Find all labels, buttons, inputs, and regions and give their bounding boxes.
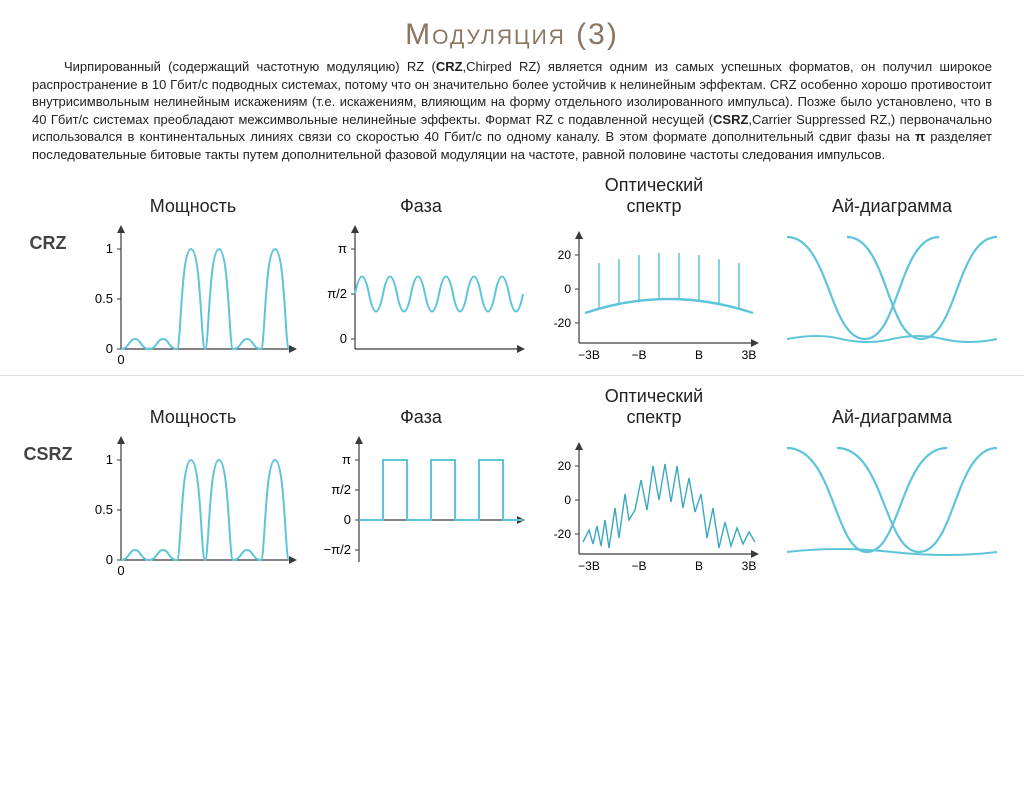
panel-crz-phase: Фаза π π/2 0	[308, 173, 534, 369]
xtick-b: B	[695, 559, 703, 573]
ytick-m20: -20	[554, 316, 572, 330]
ytick-20: 20	[558, 248, 572, 262]
xtick-3b: 3B	[742, 348, 757, 362]
body-paragraph: Чирпированный (содержащий частотную моду…	[0, 58, 1024, 163]
xtick-m3b: −3B	[578, 348, 600, 362]
chart-csrz-power: 1 0.5 0 0	[83, 430, 303, 580]
ytick-mpi2: −π/2	[324, 542, 351, 557]
ytick-05: 0.5	[95, 502, 113, 517]
page-title: Модуляция (3)	[0, 18, 1024, 52]
panel-csrz-eye: Ай-диаграмма	[774, 384, 1010, 580]
ytick-1: 1	[106, 452, 113, 467]
ytick-0: 0	[106, 341, 113, 356]
col-title-eye-2: Ай-диаграмма	[832, 384, 952, 428]
panel-crz-eye: Ай-диаграмма	[774, 173, 1010, 369]
chart-crz-eye	[779, 219, 1005, 369]
chart-crz-phase: π π/2 0	[313, 219, 529, 369]
xtick-m3b: −3B	[578, 559, 600, 573]
chart-crz-spectrum: 20 0 -20 −3B −B B 3B	[539, 219, 769, 369]
panel-crz-spectrum: Оптический спектр 20 0 -20 −3B −B B 3B	[534, 173, 774, 369]
ytick-pi2: π/2	[327, 286, 347, 301]
ytick-20: 20	[558, 459, 572, 473]
ytick-m20: -20	[554, 527, 572, 541]
xtick-0: 0	[117, 352, 124, 367]
row-label-crz: CRZ	[18, 233, 78, 254]
chart-csrz-spectrum: 20 0 -20 −3B −B B 3B	[539, 430, 769, 580]
xtick-b: B	[695, 348, 703, 362]
ytick-pi2: π/2	[331, 482, 351, 497]
xtick-mb: −B	[631, 348, 646, 362]
row-crz: CRZ Мощность 1 0.5 0 0	[0, 173, 1024, 369]
col-title-spectrum-2: Оптический спектр	[605, 384, 703, 428]
xtick-mb: −B	[631, 559, 646, 573]
col-title-phase: Фаза	[400, 173, 442, 217]
col-title-power: Мощность	[150, 173, 237, 217]
chart-csrz-phase: π π/2 0 −π/2	[313, 430, 529, 580]
col-title-eye: Ай-диаграмма	[832, 173, 952, 217]
col-title-spectrum: Оптический спектр	[605, 173, 703, 217]
col-title-phase-2: Фаза	[400, 384, 442, 428]
panel-csrz-spectrum: Оптический спектр 20 0 -20 −3B −B B 3B	[534, 384, 774, 580]
figure-area: CRZ Мощность 1 0.5 0 0	[0, 173, 1024, 580]
panel-csrz-power: Мощность 1 0.5 0 0	[78, 384, 308, 580]
chart-csrz-eye	[779, 430, 1005, 580]
ytick-0: 0	[106, 552, 113, 567]
col-title-power-2: Мощность	[150, 384, 237, 428]
ytick-pi: π	[342, 452, 351, 467]
xtick-0: 0	[117, 563, 124, 578]
panel-csrz-phase: Фаза π π/2 0 −π/2	[308, 384, 534, 580]
ytick-0: 0	[564, 282, 571, 296]
ytick-0: 0	[564, 493, 571, 507]
xtick-3b: 3B	[742, 559, 757, 573]
ytick-1: 1	[106, 241, 113, 256]
ytick-0: 0	[340, 331, 347, 346]
panel-crz-power: Мощность 1 0.5 0 0	[78, 173, 308, 369]
row-label-csrz: CSRZ	[18, 444, 78, 465]
ytick-pi: π	[338, 241, 347, 256]
row-csrz: CSRZ Мощность 1 0.5 0 0 Фаза	[0, 384, 1024, 580]
ytick-0: 0	[344, 512, 351, 527]
ytick-05: 0.5	[95, 291, 113, 306]
chart-crz-power: 1 0.5 0 0	[83, 219, 303, 369]
